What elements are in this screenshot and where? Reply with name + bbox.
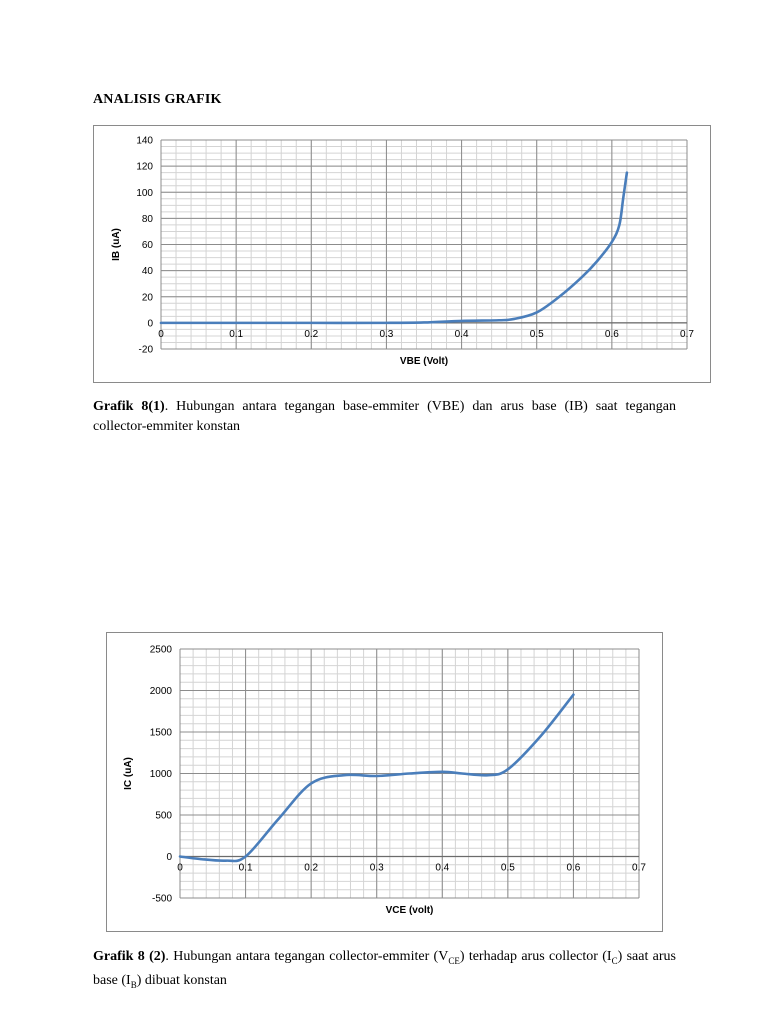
x-tick-label: 0.1 [229, 329, 243, 340]
y-axis-title: IC (uA) [123, 757, 134, 790]
y-tick-label: 500 [155, 811, 172, 822]
x-tick-label: 0.4 [435, 863, 449, 874]
y-tick-label: 60 [142, 240, 154, 251]
chart-1-grid [160, 139, 688, 350]
caption-2-text-b: ) terhadap arus collector (I [459, 949, 612, 964]
y-tick-label: 40 [142, 266, 154, 277]
x-tick-label: 0.2 [304, 863, 318, 874]
caption-grafik-8-1: Grafik 8(1). Hubungan antara tegangan ba… [93, 397, 676, 437]
chart-2-series-line [178, 693, 575, 863]
x-tick-label: 0 [158, 329, 164, 340]
x-tick-label: 0.2 [304, 329, 318, 340]
y-tick-label: -20 [139, 345, 154, 356]
chart-vce-ic-svg: -500 0 500 1000 1500 2000 2500 0 0.1 0.2 0.3 0.4 0.5… [123, 645, 646, 917]
x-tick-label: 0.3 [370, 863, 384, 874]
x-axis-title: VBE (Volt) [400, 356, 448, 367]
x-tick-label: 0.5 [530, 329, 544, 340]
caption-2-sub-c: C [611, 955, 618, 966]
caption-2-text-d: ) dibuat konstan [136, 972, 227, 988]
y-tick-label: -500 [152, 894, 172, 905]
x-tick-label: 0.7 [632, 863, 646, 874]
caption-2-sub-b: B [130, 979, 137, 990]
x-tick-label: 0.5 [501, 863, 515, 874]
y-tick-label: 1000 [150, 769, 173, 780]
chart-1-series-line [159, 171, 629, 325]
y-tick-label: 0 [166, 852, 172, 863]
y-tick-label: 2500 [150, 645, 173, 656]
x-tick-label: 0.3 [379, 329, 393, 340]
y-tick-label: 100 [136, 188, 153, 199]
y-tick-label: 2000 [150, 686, 173, 697]
y-tick-label: 80 [142, 214, 154, 225]
y-tick-label: 120 [136, 162, 153, 173]
caption-2-label: Grafik 8 (2) [93, 949, 166, 964]
x-tick-label: 0.4 [455, 329, 469, 340]
x-tick-label: 0.6 [566, 863, 580, 874]
x-axis-title: VCE (volt) [386, 905, 434, 916]
x-tick-label: 0.6 [605, 329, 619, 340]
caption-grafik-8-2: Grafik 8 (2). Hubungan antara tegangan c… [93, 947, 676, 995]
y-tick-label: 1500 [150, 728, 173, 739]
chart-vbe-ib: -20 0 20 40 60 80 100 120 140 0 0.1 0.2 0.3 0.4 0.5 0.6… [93, 125, 711, 383]
y-tick-label: 0 [147, 318, 153, 329]
caption-1-text: . Hubungan antara tegangan base-emmiter … [93, 399, 676, 434]
y-tick-label: 20 [142, 292, 154, 303]
y-tick-label: 140 [136, 136, 153, 147]
caption-2-text-c: ) saat arus base (I [93, 949, 676, 988]
caption-1-label: Grafik 8(1) [93, 399, 165, 414]
caption-2-text-a: . Hubungan antara tegangan collector-emm… [165, 949, 449, 964]
chart-vbe-ib-svg: -20 0 20 40 60 80 100 120 140 0 0.1 0.2 0.3 0.4 0.5 0.6… [111, 136, 694, 368]
x-tick-label: 0.1 [239, 863, 253, 874]
x-tick-label: 0.7 [680, 329, 694, 340]
x-tick-label: 0 [177, 863, 183, 874]
y-axis-title: IB (uA) [111, 228, 122, 261]
page-heading: ANALISIS GRAFIK [93, 92, 222, 107]
caption-2-sub-ce: CE [448, 955, 460, 966]
chart-vce-ic: -500 0 500 1000 1500 2000 2500 0 0.1 0.2 0.3 0.4 0.5… [106, 632, 663, 932]
